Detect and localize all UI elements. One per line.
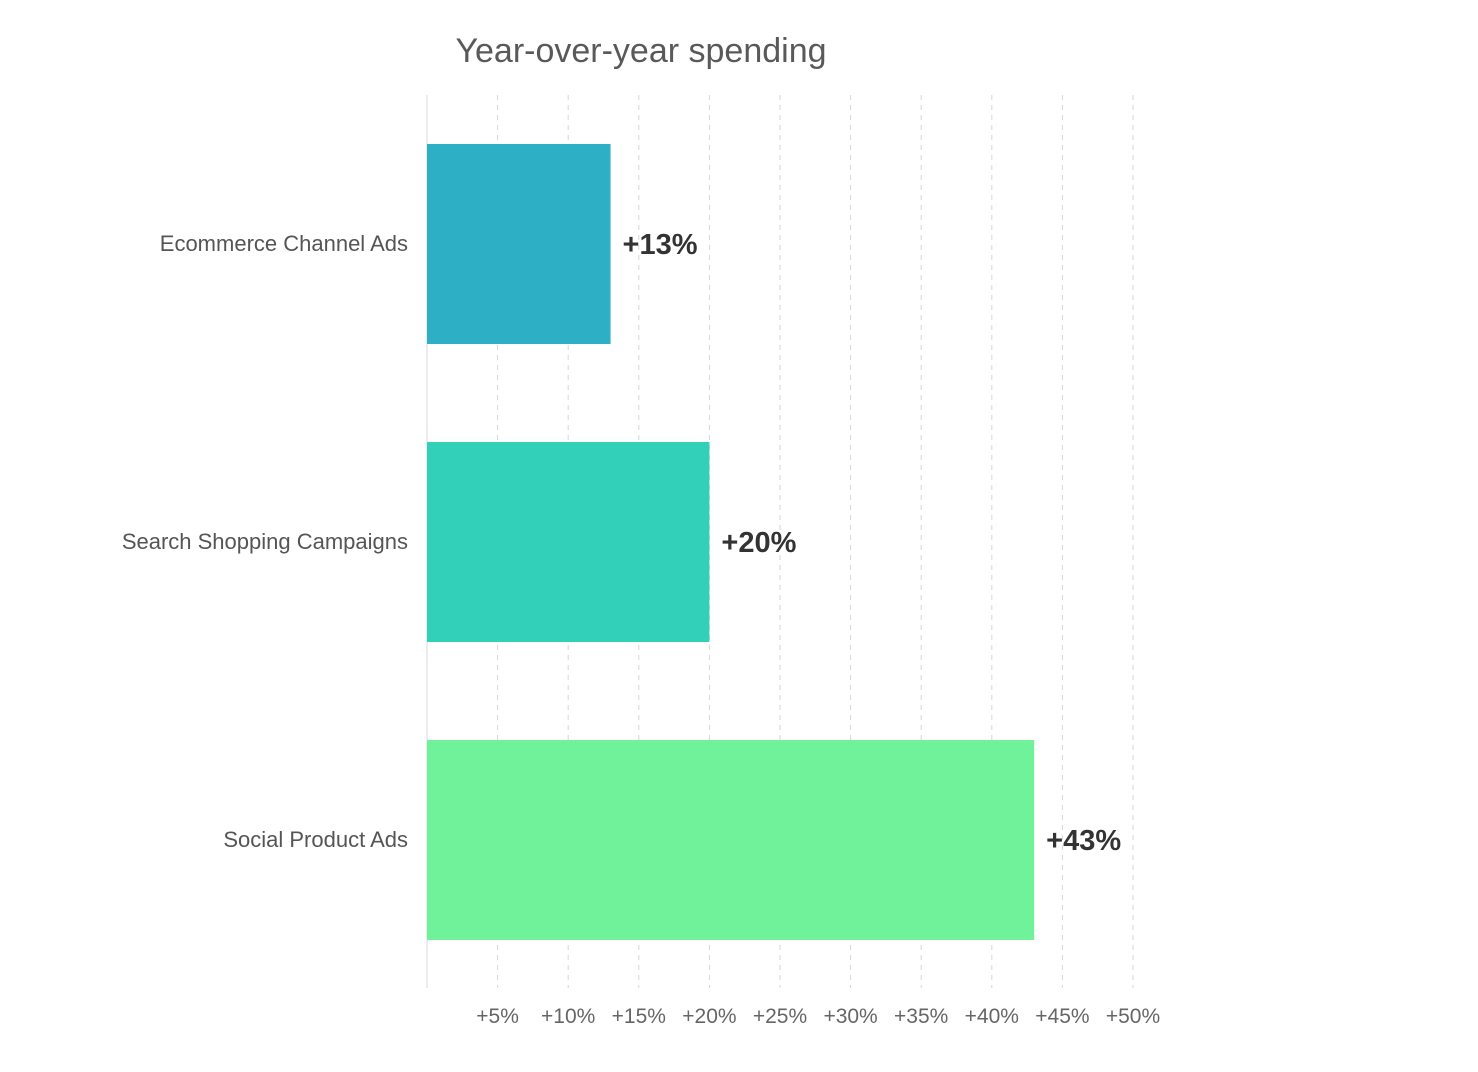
category-label: Search Shopping Campaigns: [122, 529, 408, 554]
x-tick-label: +15%: [612, 1005, 666, 1028]
x-tick-label: +25%: [753, 1005, 807, 1028]
bar-value-label: +13%: [623, 229, 698, 261]
bar: [427, 144, 611, 344]
chart-title: Year-over-year spending: [455, 32, 826, 70]
x-tick-label: +5%: [476, 1005, 519, 1028]
category-labels: Ecommerce Channel Ads Search Shopping Cam…: [122, 231, 408, 852]
bars: [427, 144, 1035, 940]
bar: [427, 442, 710, 642]
x-tick-label: +10%: [541, 1005, 595, 1028]
x-tick-label: +35%: [894, 1005, 948, 1028]
category-label: Social Product Ads: [223, 827, 408, 852]
bar-value-label: +43%: [1046, 825, 1121, 857]
bar-value-label: +20%: [721, 527, 796, 559]
x-tick-label: +45%: [1035, 1005, 1089, 1028]
x-tick-label: +20%: [682, 1005, 736, 1028]
x-tick-label: +40%: [965, 1005, 1019, 1028]
category-label: Ecommerce Channel Ads: [160, 231, 408, 256]
x-tick-labels: +5% +10% +15% +20% +25% +30% +35% +40% +45% +50%: [476, 1005, 1160, 1028]
data-labels: +13% +20% +43%: [623, 229, 1122, 857]
x-tick-label: +30%: [823, 1005, 877, 1028]
bar: [427, 740, 1035, 940]
x-tick-label: +50%: [1106, 1005, 1160, 1028]
